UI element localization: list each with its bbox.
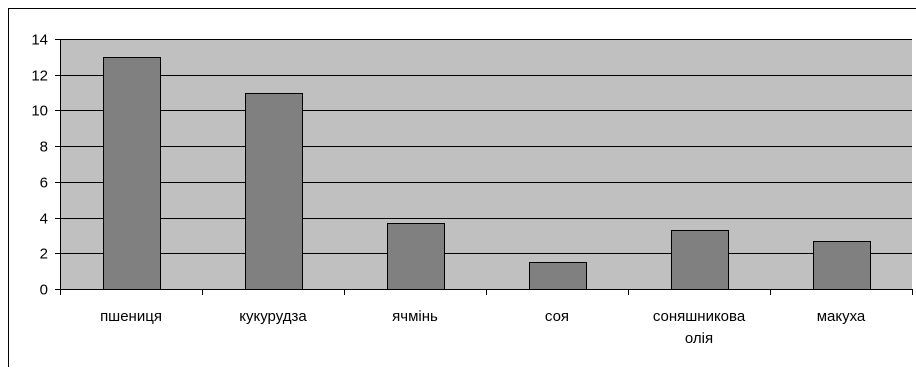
x-category-label: олія <box>685 330 713 347</box>
y-tick-label: 8 <box>40 139 48 156</box>
x-category-label: соняшникова <box>653 308 746 325</box>
x-category-label: пшениця <box>100 308 162 325</box>
y-tick-label: 0 <box>40 282 48 299</box>
bar-4 <box>672 231 729 290</box>
x-category-label: макуха <box>817 308 866 325</box>
y-tick-label: 2 <box>40 246 48 263</box>
y-tick-label: 14 <box>31 32 48 49</box>
x-category-label: соя <box>545 308 569 325</box>
x-category-label: кукурудза <box>239 308 307 325</box>
bar-0 <box>104 58 161 290</box>
bar-3 <box>530 263 587 290</box>
y-tick-label: 12 <box>31 68 48 85</box>
x-category-label: ячмінь <box>392 308 438 325</box>
bar-5 <box>814 242 871 290</box>
y-tick-label: 6 <box>40 175 48 192</box>
y-tick-label: 10 <box>31 103 48 120</box>
plot-area <box>60 39 912 289</box>
y-tick-label: 4 <box>40 211 48 228</box>
bar-2 <box>388 224 445 290</box>
bar-1 <box>246 94 303 290</box>
